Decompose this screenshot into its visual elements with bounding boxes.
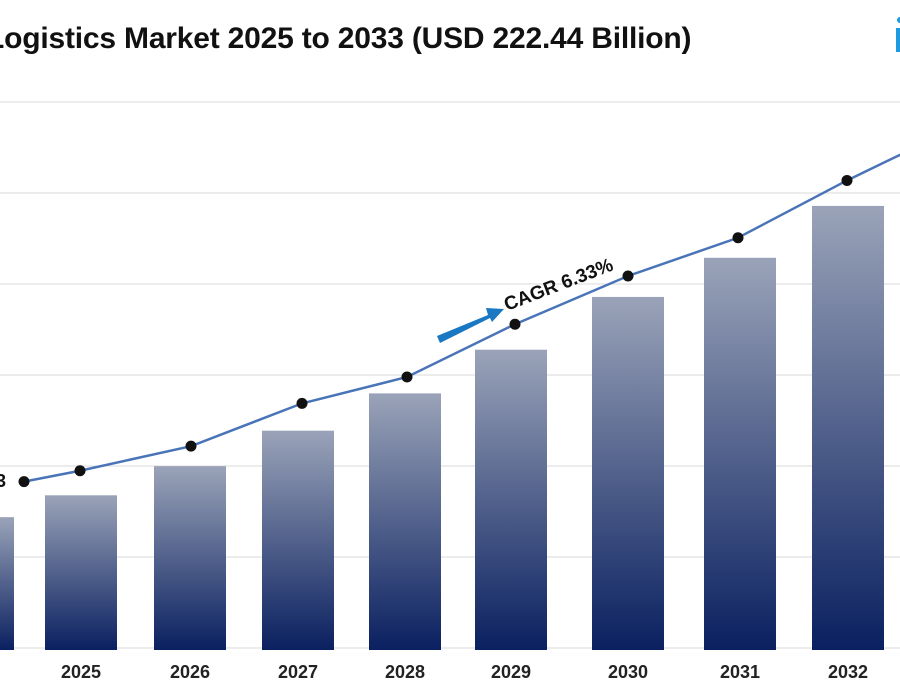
x-tick-label: 2026 bbox=[170, 662, 210, 682]
bar-2030 bbox=[592, 296, 664, 650]
cagr-arrow-icon bbox=[437, 308, 504, 343]
trend-point bbox=[732, 232, 744, 244]
bar-2025 bbox=[45, 495, 117, 650]
bar-2024 bbox=[0, 517, 14, 650]
trend-point bbox=[296, 397, 308, 409]
trend-point bbox=[18, 476, 30, 488]
x-tick-label: 2031 bbox=[720, 662, 760, 682]
x-tick-label: 2030 bbox=[608, 662, 648, 682]
trend-point bbox=[74, 465, 86, 477]
x-tick-label: 2028 bbox=[385, 662, 425, 682]
x-tick-label: 2032 bbox=[828, 662, 868, 682]
x-tick-label: 2027 bbox=[278, 662, 318, 682]
trend-point bbox=[622, 270, 634, 282]
bar-2026 bbox=[154, 466, 226, 650]
bar-2027 bbox=[262, 430, 334, 650]
bar-2031 bbox=[704, 257, 776, 650]
trend-point bbox=[841, 174, 853, 186]
chart-title: Logistics Market 2025 to 2033 (USD 222.4… bbox=[0, 22, 692, 55]
brand-logo-icon bbox=[896, 17, 900, 52]
partial-data-label: 3 bbox=[0, 471, 6, 491]
bar-2028 bbox=[369, 393, 441, 650]
trend-point bbox=[401, 371, 413, 383]
bar-2032 bbox=[812, 205, 884, 651]
x-tick-label: 2025 bbox=[61, 662, 101, 682]
trend-point bbox=[185, 440, 197, 452]
bar-2029 bbox=[475, 349, 547, 650]
x-tick-label: 2029 bbox=[491, 662, 531, 682]
trend-line bbox=[23, 153, 900, 483]
trend-point bbox=[509, 318, 521, 330]
